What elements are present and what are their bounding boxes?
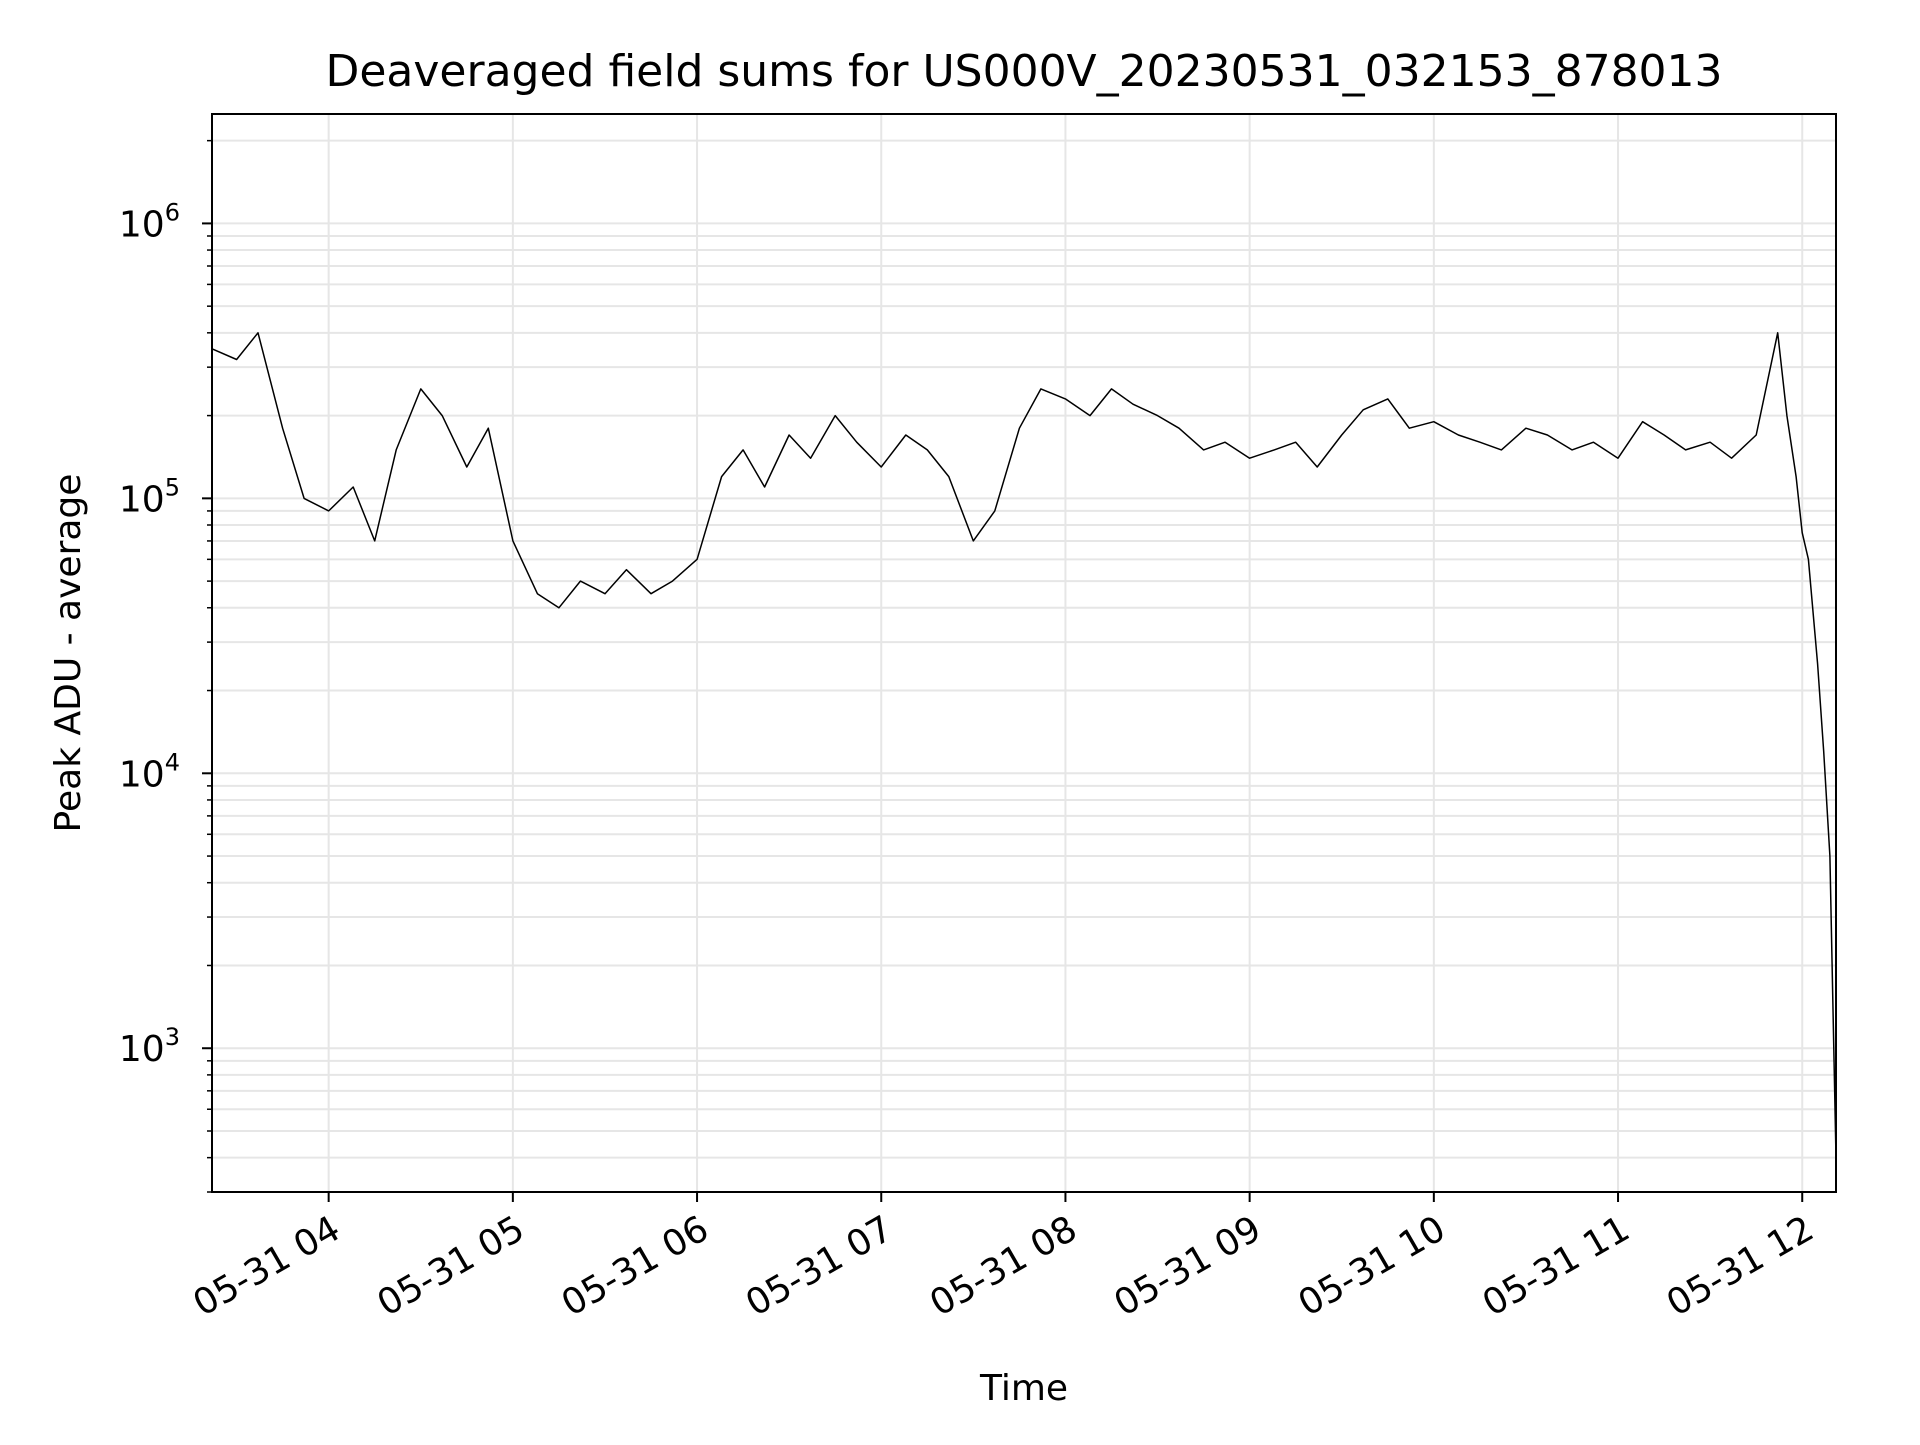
plot-frame [211, 113, 1837, 1193]
y-tick-label-base: 10 [119, 1029, 165, 1070]
x-tick-label: 05-31 06 [555, 1208, 716, 1324]
x-axis-label: Time [979, 1368, 1068, 1409]
y-tick-label: 104 [119, 748, 180, 795]
y-tick-label-exponent: 3 [165, 1023, 180, 1051]
x-tick-label: 05-31 10 [1292, 1208, 1453, 1324]
plot-area [211, 332, 1837, 1158]
y-tick-label-exponent: 4 [165, 748, 180, 776]
x-tick-label: 05-31 05 [371, 1208, 532, 1324]
y-tick-label-base: 10 [119, 479, 165, 520]
x-tick-label: 05-31 08 [923, 1208, 1084, 1324]
data-series-line [211, 332, 1837, 1158]
x-tick-label: 05-31 11 [1476, 1208, 1637, 1324]
y-tick-label: 105 [119, 473, 180, 520]
y-tick-label-base: 10 [119, 754, 165, 795]
grid [212, 114, 1836, 1193]
y-tick-label-base: 10 [119, 204, 165, 245]
x-tick-label: 05-31 09 [1107, 1208, 1268, 1324]
x-tick-label: 05-31 04 [186, 1208, 347, 1324]
y-tick-label-exponent: 6 [165, 198, 180, 226]
y-tick-label-exponent: 5 [165, 473, 180, 501]
x-tick-label: 05-31 12 [1660, 1208, 1821, 1324]
axis-ticks: 05-31 04 05-31 05 05-31 06 05-31 07 05-31 08… [119, 139, 1821, 1325]
y-axis-label: Peak ADU - average [48, 474, 89, 833]
y-tick-label: 103 [119, 1023, 180, 1070]
chart-title: Deaveraged field sums for US000V_2023053… [325, 46, 1722, 97]
x-tick-label: 05-31 07 [739, 1208, 900, 1324]
y-tick-label: 106 [119, 198, 180, 245]
